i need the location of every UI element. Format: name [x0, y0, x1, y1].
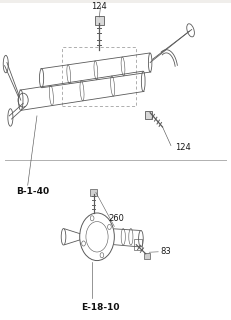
- Text: E-18-10: E-18-10: [81, 302, 119, 312]
- Text: 124: 124: [176, 143, 191, 152]
- FancyBboxPatch shape: [95, 16, 104, 25]
- Text: 260: 260: [109, 214, 125, 223]
- Bar: [0, 3, 231, 160]
- Bar: [62, 47, 136, 107]
- Text: 83: 83: [161, 247, 171, 256]
- Text: B-1-40: B-1-40: [16, 187, 49, 196]
- Bar: [0, 160, 231, 320]
- FancyBboxPatch shape: [144, 253, 150, 259]
- Text: 124: 124: [91, 2, 107, 11]
- FancyBboxPatch shape: [90, 189, 97, 196]
- FancyBboxPatch shape: [145, 111, 152, 119]
